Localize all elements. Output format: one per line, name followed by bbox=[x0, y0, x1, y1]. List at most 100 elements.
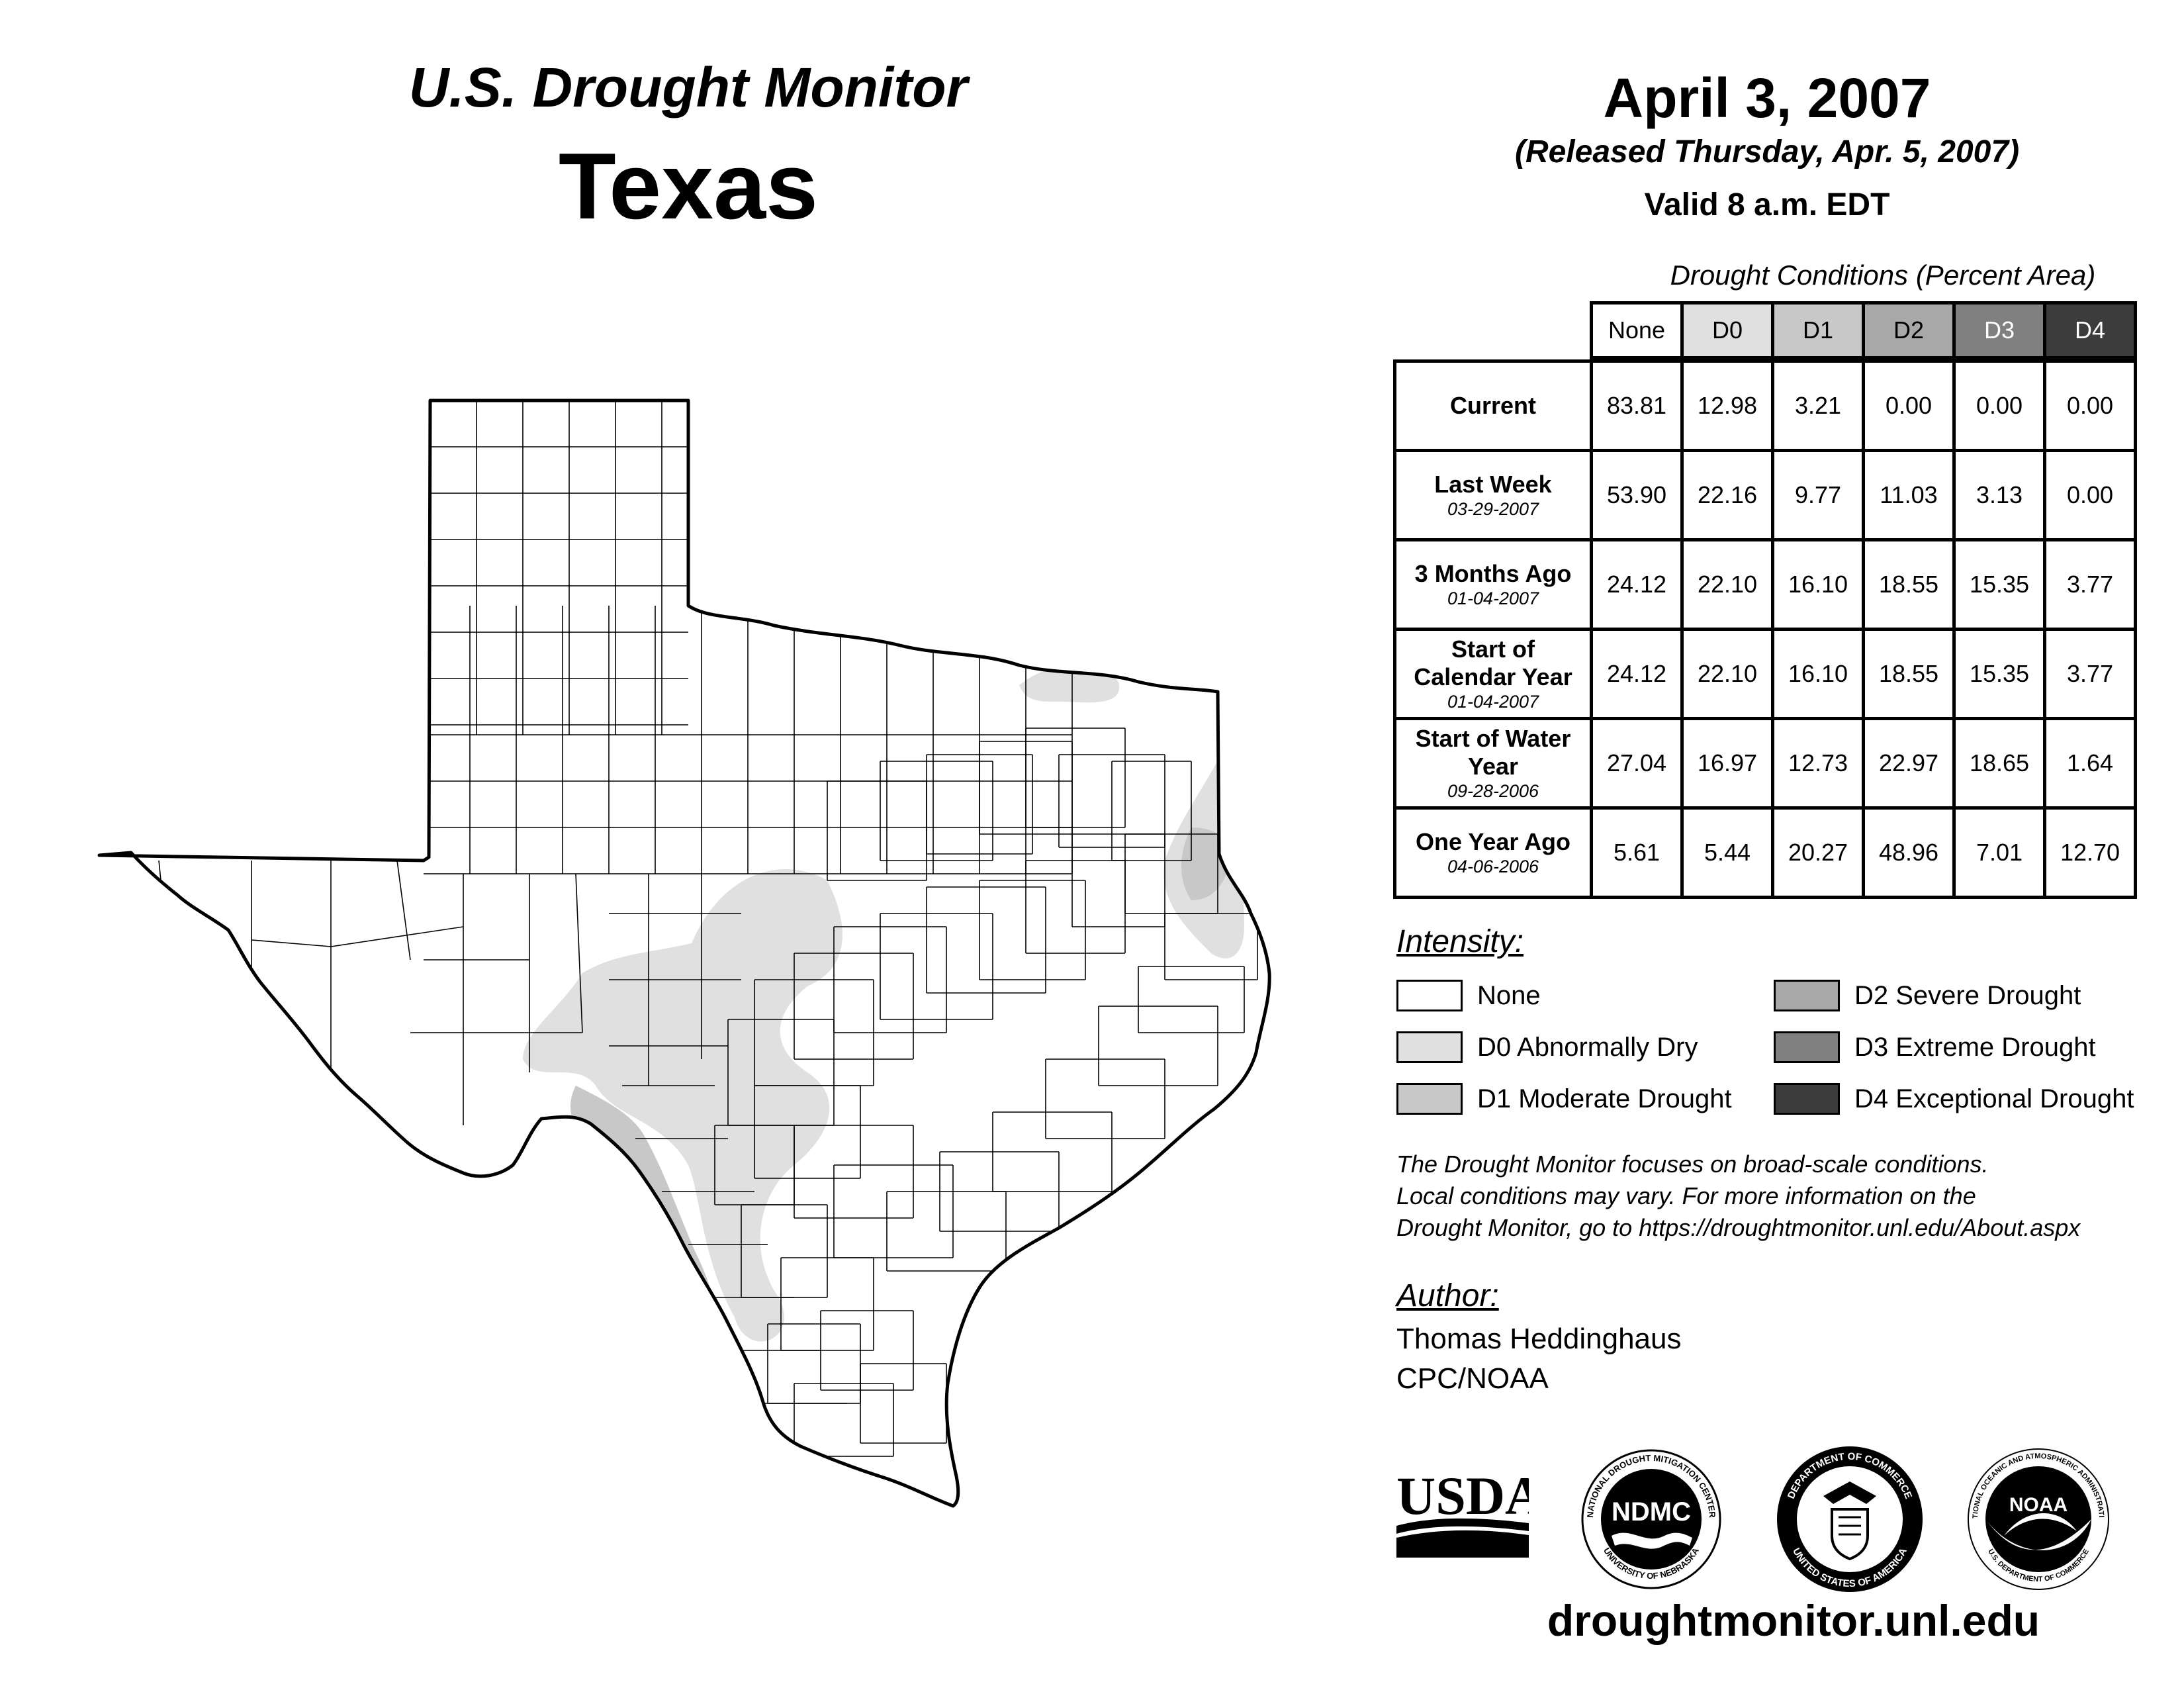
row-label-text: Start of Calendar Year bbox=[1414, 635, 1572, 690]
table-cell: 1.64 bbox=[2043, 717, 2137, 810]
table-cell: 22.97 bbox=[1862, 717, 1956, 810]
legend-swatch bbox=[1774, 1083, 1840, 1115]
table-caption: Drought Conditions (Percent Area) bbox=[1670, 259, 2096, 291]
table-cell: 12.98 bbox=[1680, 359, 1774, 452]
ndmc-logo-text: NDMC bbox=[1612, 1497, 1691, 1526]
table-cell: 83.81 bbox=[1590, 359, 1684, 452]
row-label: One Year Ago 04-06-2006 bbox=[1393, 806, 1593, 899]
table-cell: 9.77 bbox=[1771, 449, 1865, 541]
table-cell: 3.13 bbox=[1952, 449, 2046, 541]
table-row: One Year Ago 04-06-2006 5.61 5.44 20.27 48.96… bbox=[1393, 806, 2137, 899]
legend-label: D0 Abnormally Dry bbox=[1477, 1032, 1698, 1062]
table-cell: 7.01 bbox=[1952, 806, 2046, 899]
table-cell: 15.35 bbox=[1952, 538, 2046, 631]
map-date: April 3, 2007 bbox=[1603, 67, 1931, 129]
disclaimer-line: Drought Monitor, go to https://droughtmo… bbox=[1396, 1214, 2081, 1241]
release-date: (Released Thursday, Apr. 5, 2007) bbox=[1514, 134, 2020, 169]
row-label: Current bbox=[1393, 359, 1593, 452]
drought-statistics-table: None D0 D1 D2 D3 D4 Current 83.81 12.98 3.2… bbox=[1393, 301, 2137, 899]
table-row: Start of Calendar Year 01-04-2007 24.12 22.… bbox=[1393, 628, 2137, 720]
row-label-text: Current bbox=[1449, 392, 1536, 419]
table-cell: 12.70 bbox=[2043, 806, 2137, 899]
table-cell: 16.10 bbox=[1771, 538, 1865, 631]
legend-label: D4 Exceptional Drought bbox=[1854, 1084, 2134, 1113]
table-cell: 22.16 bbox=[1680, 449, 1774, 541]
table-cell: 22.10 bbox=[1680, 538, 1774, 631]
row-label-text: Start of Water Year bbox=[1415, 725, 1571, 780]
table-row: Current 83.81 12.98 3.21 0.00 0.00 0.00 bbox=[1393, 359, 2137, 452]
legend-swatch bbox=[1396, 1083, 1463, 1115]
column-header-d3: D3 bbox=[1952, 301, 2046, 359]
table-cell: 24.12 bbox=[1590, 628, 1684, 720]
row-label-text: Last Week bbox=[1434, 471, 1552, 498]
row-date: 09-28-2006 bbox=[1447, 781, 1539, 801]
legend-label: D1 Moderate Drought bbox=[1477, 1084, 1732, 1113]
legend-title: Intensity: bbox=[1396, 924, 1524, 959]
author-heading: Author: bbox=[1396, 1278, 1499, 1313]
drought-areas bbox=[523, 665, 1244, 1342]
usda-logo-text: USDA bbox=[1396, 1466, 1529, 1526]
author-organization: CPC/NOAA bbox=[1396, 1362, 1549, 1395]
disclaimer-text: The Drought Monitor focuses on broad-sca… bbox=[1396, 1149, 2184, 1244]
legend-swatch bbox=[1774, 1031, 1840, 1063]
website-url: droughtmonitor.unl.edu bbox=[1547, 1596, 2040, 1645]
legend-swatch bbox=[1774, 980, 1840, 1011]
legend-item: D2 Severe Drought bbox=[1774, 978, 2081, 1013]
noaa-logo: NATIONAL OCEANIC AND ATMOSPHERIC ADMINIS… bbox=[1966, 1446, 2109, 1590]
state-title: Texas bbox=[558, 134, 819, 239]
header-blank-cell bbox=[1395, 303, 1592, 358]
legend-item: D3 Extreme Drought bbox=[1774, 1030, 2096, 1064]
table-cell: 12.73 bbox=[1771, 717, 1865, 810]
table-row: 3 Months Ago 01-04-2007 24.12 22.10 16.10 18.… bbox=[1393, 538, 2137, 631]
table-cell: 16.10 bbox=[1771, 628, 1865, 720]
table-cell: 3.77 bbox=[2043, 628, 2137, 720]
noaa-logo-text: NOAA bbox=[2009, 1494, 2068, 1516]
table-cell: 0.00 bbox=[2043, 449, 2137, 541]
row-date: 04-06-2006 bbox=[1447, 857, 1539, 876]
ndmc-logo: NATIONAL DROUGHT MITIGATION CENTER UNIVE… bbox=[1581, 1449, 1721, 1589]
legend-item: D0 Abnormally Dry bbox=[1396, 1030, 1698, 1064]
usda-logo: USDA bbox=[1396, 1466, 1529, 1558]
disclaimer-line: Local conditions may vary. For more info… bbox=[1396, 1182, 1976, 1209]
table-cell: 18.55 bbox=[1862, 628, 1956, 720]
row-label: 3 Months Ago 01-04-2007 bbox=[1393, 538, 1593, 631]
table-cell: 48.96 bbox=[1862, 806, 1956, 899]
table-cell: 3.77 bbox=[2043, 538, 2137, 631]
table-cell: 24.12 bbox=[1590, 538, 1684, 631]
disclaimer-line: The Drought Monitor focuses on broad-sca… bbox=[1396, 1150, 1989, 1178]
table-cell: 18.55 bbox=[1862, 538, 1956, 631]
texas-state-outline bbox=[97, 399, 1271, 1508]
table-cell: 15.35 bbox=[1952, 628, 2046, 720]
legend-swatch bbox=[1396, 1031, 1463, 1063]
column-header-none: None bbox=[1590, 301, 1684, 359]
column-header-d4: D4 bbox=[2043, 301, 2137, 359]
row-label: Start of Water Year 09-28-2006 bbox=[1393, 717, 1593, 810]
legend-label: D3 Extreme Drought bbox=[1854, 1032, 2096, 1062]
table-row: Start of Water Year 09-28-2006 27.04 16.97 1… bbox=[1393, 717, 2137, 810]
valid-time: Valid 8 a.m. EDT bbox=[1644, 187, 1890, 222]
table-cell: 22.10 bbox=[1680, 628, 1774, 720]
table-cell: 0.00 bbox=[2043, 359, 2137, 452]
legend-item: D4 Exceptional Drought bbox=[1774, 1082, 2134, 1116]
table-cell: 0.00 bbox=[1952, 359, 2046, 452]
row-date: 01-04-2007 bbox=[1447, 692, 1539, 712]
legend-label: D2 Severe Drought bbox=[1854, 980, 2081, 1010]
author-name: Thomas Heddinghaus bbox=[1396, 1323, 1682, 1355]
table-cell: 5.61 bbox=[1590, 806, 1684, 899]
texas-drought-map bbox=[97, 399, 1271, 1508]
table-header-row: None D0 D1 D2 D3 D4 bbox=[1395, 301, 2137, 359]
row-date: 01-04-2007 bbox=[1447, 588, 1539, 608]
column-header-d1: D1 bbox=[1771, 301, 1865, 359]
row-label-text: One Year Ago bbox=[1415, 828, 1571, 855]
table-cell: 20.27 bbox=[1771, 806, 1865, 899]
table-cell: 53.90 bbox=[1590, 449, 1684, 541]
table-cell: 16.97 bbox=[1680, 717, 1774, 810]
table-cell: 0.00 bbox=[1862, 359, 1956, 452]
table-cell: 3.21 bbox=[1771, 359, 1865, 452]
row-date: 03-29-2007 bbox=[1447, 499, 1539, 519]
department-of-commerce-seal: DEPARTMENT OF COMMERCE UNITED STATES OF … bbox=[1777, 1446, 1923, 1592]
legend-item: None bbox=[1396, 978, 1541, 1013]
table-cell: 27.04 bbox=[1590, 717, 1684, 810]
row-label: Start of Calendar Year 01-04-2007 bbox=[1393, 628, 1593, 720]
legend-item: D1 Moderate Drought bbox=[1396, 1082, 1732, 1116]
